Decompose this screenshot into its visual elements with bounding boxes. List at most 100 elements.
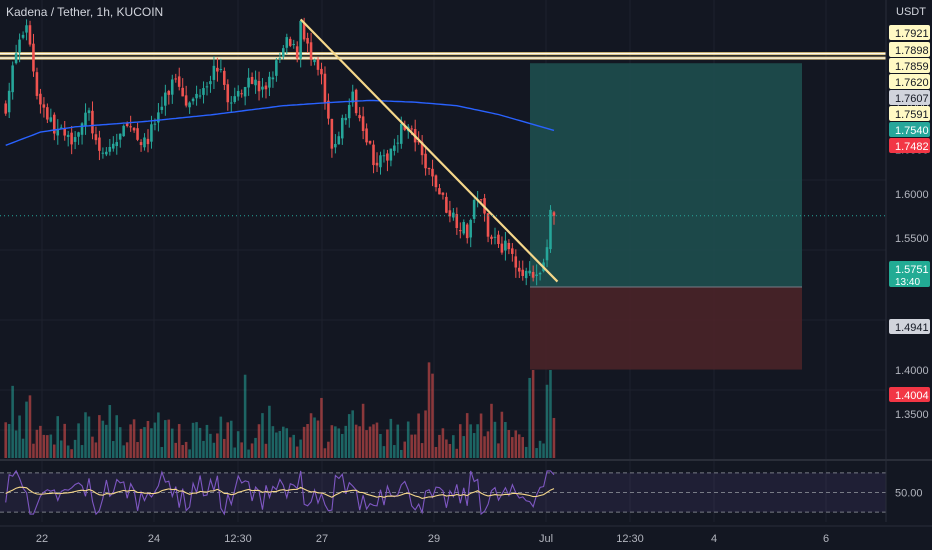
candle-body [59, 127, 63, 129]
candle-body [511, 248, 514, 254]
time-tick-label: 24 [148, 533, 160, 545]
volume-bar [42, 434, 46, 458]
volume-bar [538, 440, 542, 458]
downtrend-line [299, 18, 559, 283]
candle-body [115, 142, 119, 147]
volume-bar [4, 422, 7, 458]
volume-bar [299, 439, 302, 458]
volume-bar [257, 424, 261, 458]
candle-body [87, 110, 91, 114]
volume-bar [347, 414, 351, 458]
candle-body [184, 95, 188, 106]
volume-bar [181, 444, 184, 458]
volume-bar [386, 429, 389, 458]
candle-body [438, 188, 441, 195]
price-label-badge [889, 138, 930, 153]
symbol-title[interactable]: Kadena / Tether, 1h, KUCOIN [6, 5, 164, 19]
volume-bar [56, 416, 60, 458]
candle-body [455, 214, 459, 229]
volume-bar [223, 438, 226, 458]
candle-body [39, 93, 42, 105]
candle-body [295, 46, 299, 59]
volume-bar [66, 445, 70, 458]
volume-bar [233, 447, 236, 458]
volume-bar [337, 428, 341, 458]
volume-bar [389, 418, 393, 458]
volume-bar [524, 446, 528, 458]
candle-body [316, 59, 320, 70]
candle-body [191, 98, 195, 102]
volume-bar [320, 397, 323, 458]
volume-bar [132, 419, 136, 458]
candle-body [320, 68, 323, 75]
volume-bar [170, 428, 174, 458]
candle-body [129, 126, 132, 128]
candle-body [531, 271, 535, 278]
volume-bar [372, 424, 375, 458]
volume-bar [268, 405, 271, 458]
candle-body [285, 37, 289, 48]
candle-body [52, 114, 56, 134]
candle-body [18, 39, 21, 53]
candle-body [347, 105, 351, 119]
candle-body [365, 128, 368, 143]
time-axis[interactable]: 22 24 12:30 27 29 Jul 12:30 4 6 [36, 533, 829, 545]
volume-bar [511, 437, 514, 458]
volume-bar [216, 433, 219, 458]
volume-bar [98, 415, 101, 458]
volume-bar [406, 421, 410, 458]
candle-body [136, 128, 139, 140]
volume-bar [191, 422, 195, 458]
candle-body [309, 42, 313, 60]
candle-body [420, 141, 424, 156]
volume-bar [323, 448, 327, 458]
candle-body [417, 141, 420, 143]
trendline[interactable] [299, 18, 559, 283]
currency-label: USDT [896, 6, 926, 18]
price-label-text: 1.7607 [895, 93, 929, 105]
candle-body [7, 90, 11, 113]
candle-body [139, 142, 143, 146]
volume-bar [361, 403, 365, 458]
price-axis[interactable]: 1.70001.65001.60001.55001.50001.45001.40… [889, 25, 930, 500]
candle-body [153, 123, 157, 125]
candle-body [521, 269, 524, 276]
volume-bar [139, 428, 143, 458]
candle-body [80, 123, 84, 135]
candle-body [528, 270, 531, 274]
volume-bar [32, 443, 35, 458]
volume-bar [365, 430, 368, 458]
candle-body [313, 59, 316, 63]
volume-bar [354, 424, 358, 458]
volume-bar [531, 370, 535, 458]
candle-body [146, 138, 150, 145]
volume-bar [542, 443, 545, 458]
candle-body [157, 112, 160, 123]
volume-bar [11, 385, 14, 458]
time-tick-label: Jul [539, 533, 553, 545]
candle-body [73, 137, 77, 142]
candle-body [472, 200, 476, 219]
volume-bar [49, 434, 53, 458]
candle-body [399, 123, 403, 144]
volume-bar [285, 428, 289, 458]
candle-body [84, 112, 87, 126]
volume-bar [549, 370, 552, 458]
candle-body [132, 127, 136, 131]
volume-bar [427, 362, 431, 458]
volume-bar [264, 443, 268, 458]
candle-body [351, 91, 354, 103]
candle-body [14, 53, 18, 64]
candle-body [514, 256, 518, 268]
price-label-badge [889, 42, 930, 57]
volume-bar [327, 441, 330, 458]
volume-bar [379, 433, 382, 458]
volume-bar [125, 442, 129, 458]
volume-bar [160, 446, 164, 458]
volume-bar [528, 377, 531, 458]
volume-bar [108, 405, 112, 458]
volume-bar [469, 424, 472, 458]
candle-body [458, 230, 462, 232]
volume-bar [504, 422, 507, 458]
